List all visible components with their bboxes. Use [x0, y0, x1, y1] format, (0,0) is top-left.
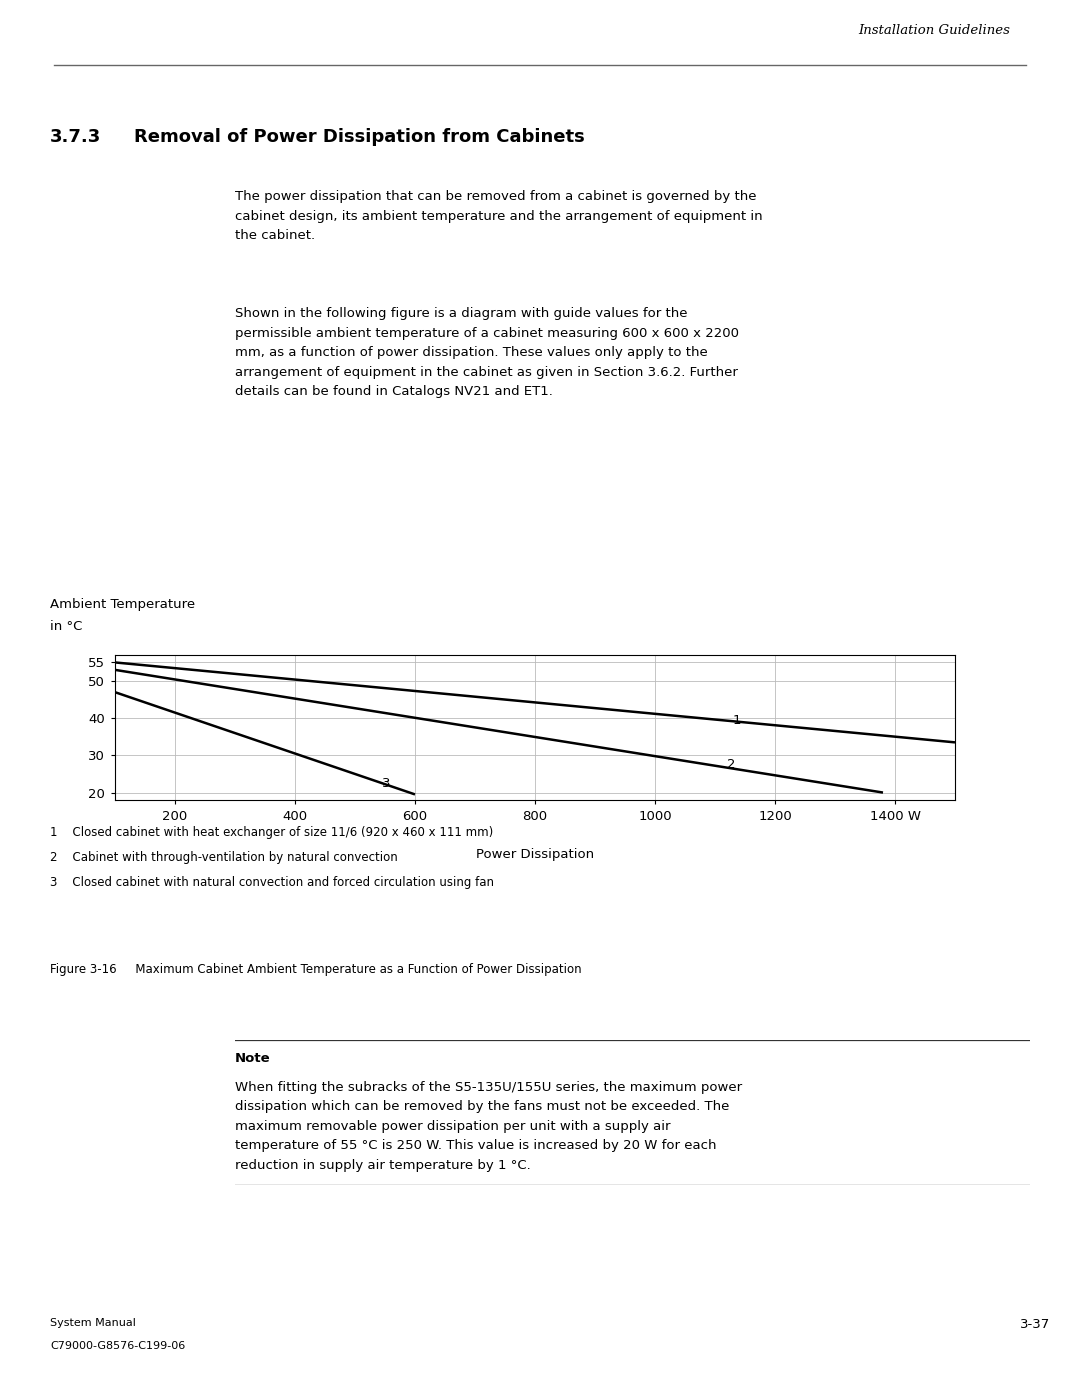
Text: C79000-G8576-C199-06: C79000-G8576-C199-06 [50, 1341, 186, 1351]
Text: 3.7.3: 3.7.3 [50, 129, 102, 147]
Text: Ambient Temperature: Ambient Temperature [50, 598, 195, 610]
Text: 1    Closed cabinet with heat exchanger of size 11/6 (920 x 460 x 111 mm): 1 Closed cabinet with heat exchanger of … [50, 826, 494, 840]
Text: 3: 3 [382, 777, 391, 789]
Text: Note: Note [235, 1052, 271, 1065]
Text: Removal of Power Dissipation from Cabinets: Removal of Power Dissipation from Cabine… [134, 129, 585, 147]
X-axis label: Power Dissipation: Power Dissipation [476, 848, 594, 861]
Text: in °C: in °C [50, 619, 82, 633]
Text: 2: 2 [727, 759, 735, 771]
Text: The power dissipation that can be removed from a cabinet is governed by the
cabi: The power dissipation that can be remove… [235, 190, 762, 242]
Text: When fitting the subracks of the S5-135U/155U series, the maximum power
dissipat: When fitting the subracks of the S5-135U… [235, 1081, 742, 1172]
Text: 1: 1 [733, 714, 742, 726]
Text: Installation Guidelines: Installation Guidelines [858, 24, 1010, 36]
Text: System Manual: System Manual [50, 1319, 136, 1329]
Text: 3    Closed cabinet with natural convection and forced circulation using fan: 3 Closed cabinet with natural convection… [50, 876, 494, 890]
Text: Figure 3-16     Maximum Cabinet Ambient Temperature as a Function of Power Dissi: Figure 3-16 Maximum Cabinet Ambient Temp… [50, 963, 582, 977]
Text: 2    Cabinet with through-ventilation by natural convection: 2 Cabinet with through-ventilation by na… [50, 851, 397, 865]
Text: Shown in the following figure is a diagram with guide values for the
permissible: Shown in the following figure is a diagr… [235, 307, 739, 398]
Text: 3-37: 3-37 [1020, 1319, 1050, 1331]
